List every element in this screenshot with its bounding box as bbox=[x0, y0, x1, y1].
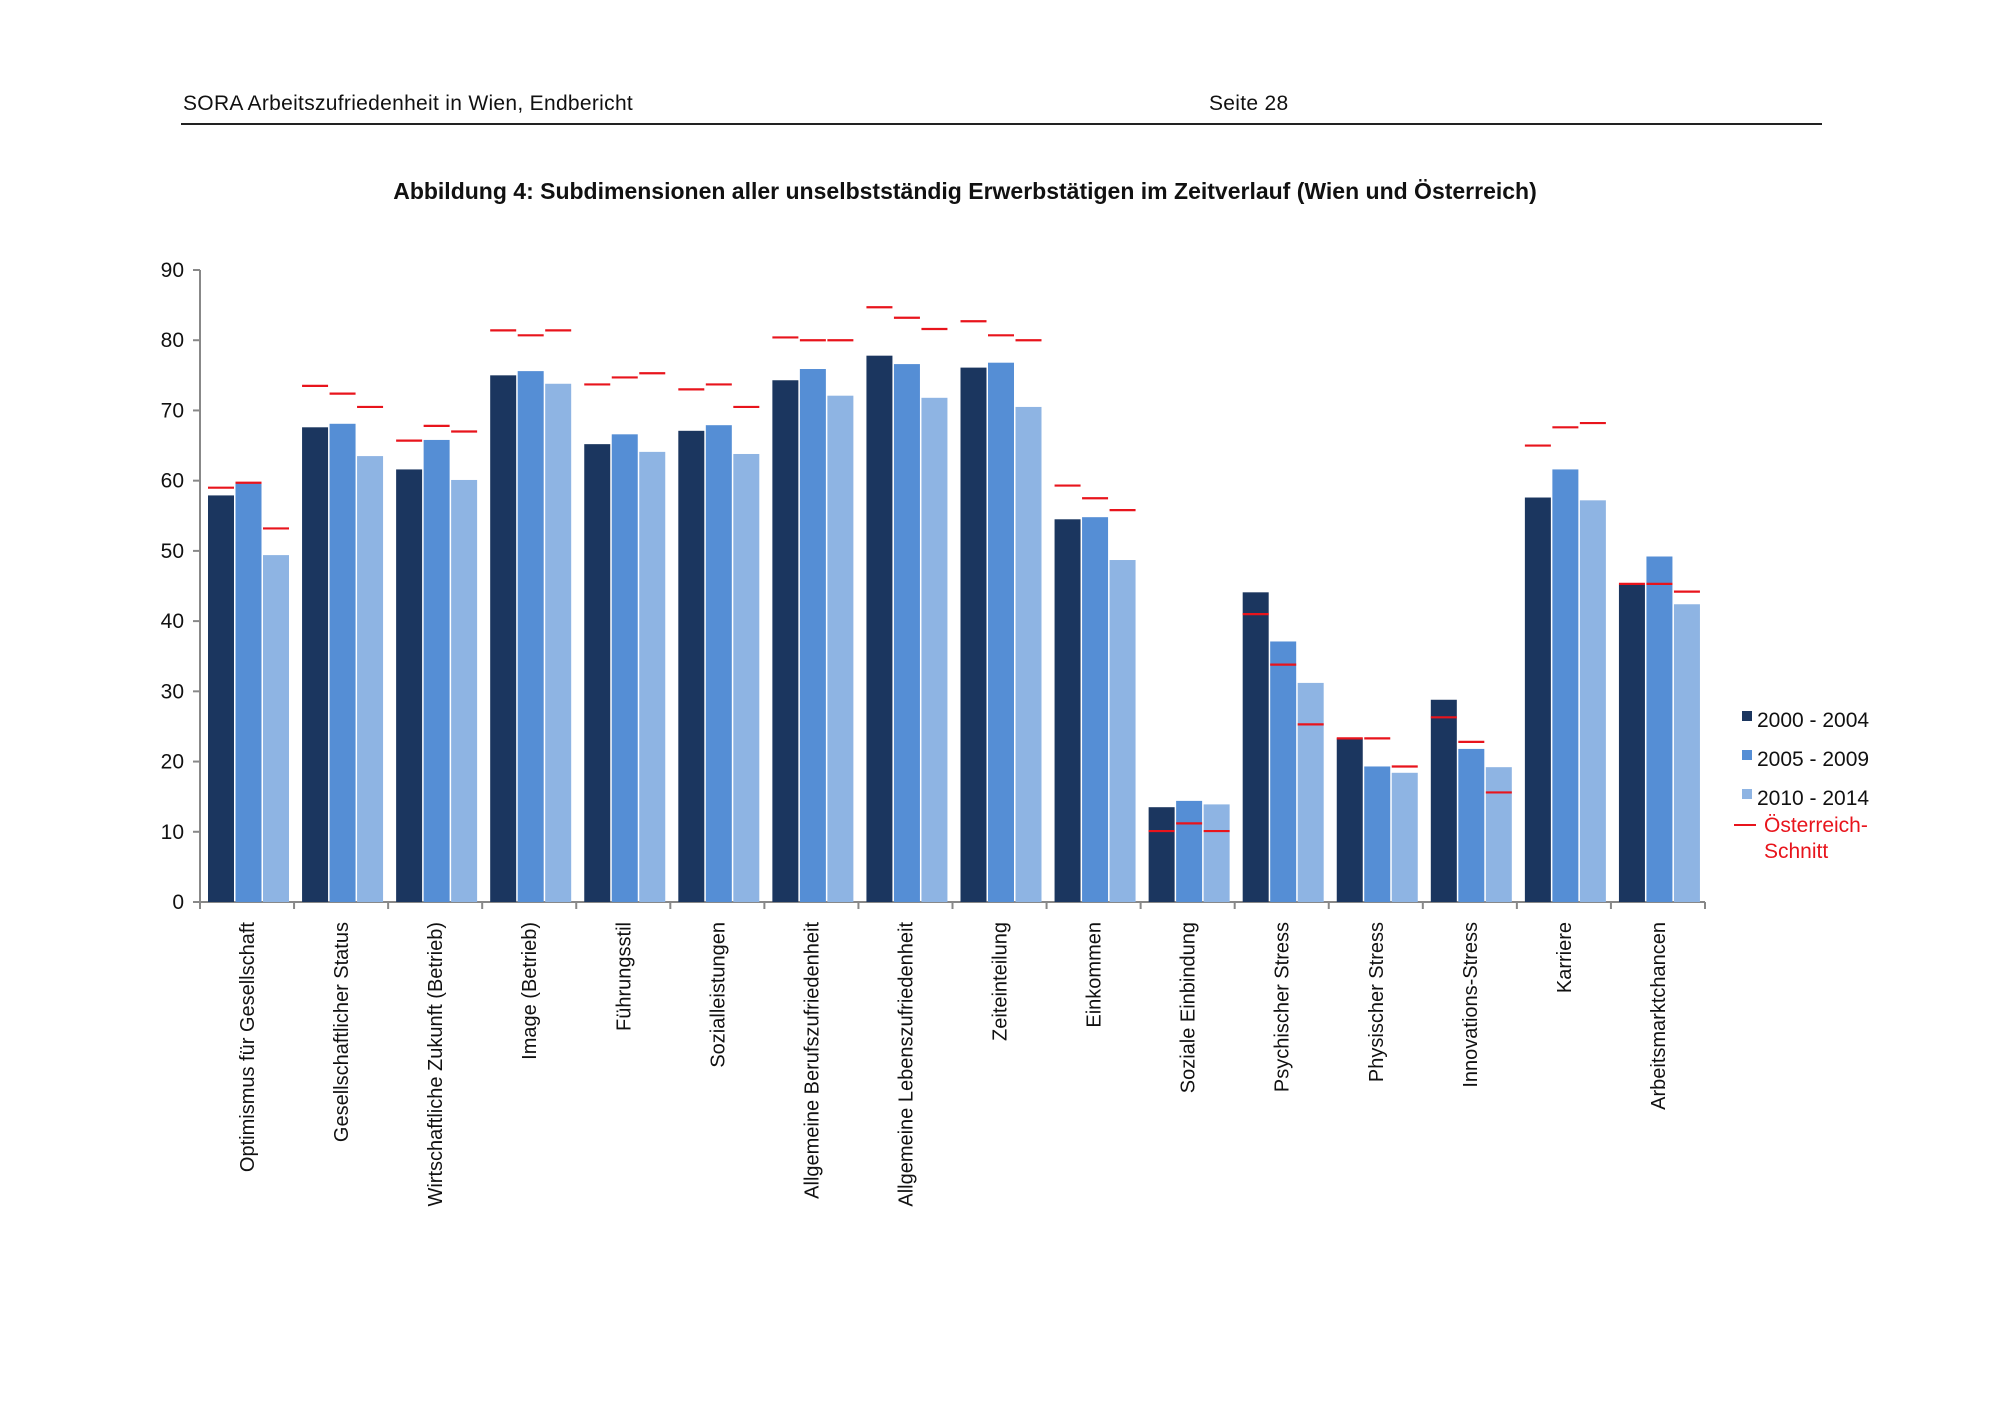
bar-2 bbox=[799, 369, 826, 903]
bar-2 bbox=[517, 371, 544, 902]
x-tick-label: Wirtschaftliche Zukunft (Betrieb) bbox=[425, 922, 447, 1207]
x-tick-label: Physischer Stress bbox=[1366, 922, 1388, 1082]
bar-2 bbox=[988, 362, 1014, 902]
bar-3 bbox=[1579, 500, 1606, 902]
y-tick-label: 70 bbox=[161, 399, 184, 422]
bar-3 bbox=[263, 555, 289, 902]
y-tick-label: 0 bbox=[172, 891, 184, 914]
bar-1 bbox=[1430, 699, 1457, 902]
x-tick-label: Psychischer Stress bbox=[1272, 922, 1294, 1092]
bar-3 bbox=[921, 397, 948, 902]
x-tick-label: Sozialleistungen bbox=[707, 922, 729, 1068]
bar-1 bbox=[1054, 519, 1081, 902]
bar-3 bbox=[1015, 406, 1042, 902]
legend-swatch bbox=[1742, 789, 1752, 799]
legend-label: 2005 - 2009 bbox=[1757, 748, 1869, 771]
bar-1 bbox=[772, 380, 799, 902]
x-tick-label: Allgemeine Berufszufriedenheit bbox=[801, 922, 823, 1199]
bar-1 bbox=[208, 495, 234, 902]
bar-1 bbox=[1148, 807, 1175, 902]
x-tick-label: Image (Betrieb) bbox=[519, 922, 541, 1060]
bar-3 bbox=[357, 456, 384, 902]
y-tick-label: 40 bbox=[161, 610, 184, 633]
bar-1 bbox=[490, 375, 517, 902]
header-rule bbox=[181, 123, 1822, 125]
chart-title: Abbildung 4: Subdimensionen aller unselb… bbox=[393, 178, 1537, 204]
x-tick-label: Zeiteinteilung bbox=[990, 922, 1012, 1041]
bar-3 bbox=[1203, 804, 1230, 902]
bar-3 bbox=[1109, 560, 1136, 902]
bar-2 bbox=[1458, 748, 1485, 902]
bar-2 bbox=[423, 439, 450, 902]
bar-2 bbox=[893, 364, 920, 902]
bar-2 bbox=[705, 425, 732, 902]
bar-1 bbox=[678, 430, 705, 902]
x-tick-label: Optimismus für Gesellschaft bbox=[237, 922, 259, 1173]
bar-2 bbox=[1646, 556, 1673, 902]
bar-3 bbox=[1673, 604, 1700, 902]
y-tick-label: 80 bbox=[161, 329, 184, 352]
y-tick-label: 90 bbox=[161, 259, 184, 282]
legend-reference-label: Österreich- bbox=[1764, 814, 1868, 837]
bar-3 bbox=[733, 453, 760, 902]
bar-3 bbox=[827, 395, 854, 902]
legend-reference-label-line2: Schnitt bbox=[1764, 840, 1828, 863]
x-tick-label: Gesellschaftlicher Status bbox=[331, 922, 353, 1142]
x-tick-label: Einkommen bbox=[1084, 922, 1106, 1028]
bar-1 bbox=[302, 427, 329, 902]
bar-2 bbox=[329, 423, 356, 902]
header-page-number: Seite 28 bbox=[1209, 92, 1289, 115]
bar-3 bbox=[1485, 767, 1512, 902]
x-tick-label: Führungsstil bbox=[613, 922, 635, 1031]
bar-1 bbox=[396, 469, 423, 902]
x-tick-label: Innovations-Stress bbox=[1460, 922, 1482, 1088]
bar-3 bbox=[1391, 772, 1418, 902]
y-tick-label: 60 bbox=[161, 470, 184, 493]
legend-swatch bbox=[1742, 711, 1752, 721]
bar-1 bbox=[866, 355, 893, 902]
y-tick-label: 50 bbox=[161, 540, 184, 563]
bar-3 bbox=[1297, 682, 1324, 902]
bar-1 bbox=[1618, 584, 1645, 902]
bar-2 bbox=[1552, 469, 1579, 902]
y-tick-label: 20 bbox=[161, 751, 184, 774]
y-tick-label: 30 bbox=[161, 680, 184, 703]
bar-3 bbox=[451, 479, 478, 902]
bar-3 bbox=[545, 383, 572, 902]
y-tick-label: 10 bbox=[161, 821, 184, 844]
bar-2 bbox=[1270, 641, 1297, 902]
bar-1 bbox=[1524, 497, 1551, 902]
bar-1 bbox=[584, 444, 611, 902]
bar-1 bbox=[1336, 738, 1363, 902]
bar-2 bbox=[1176, 800, 1203, 902]
bar-1 bbox=[960, 367, 987, 902]
bar-2 bbox=[1082, 517, 1109, 902]
x-tick-label: Arbeitsmarktchancen bbox=[1648, 922, 1670, 1110]
bar-2 bbox=[235, 482, 262, 902]
x-tick-label: Soziale Einbindung bbox=[1178, 922, 1200, 1093]
legend-swatch bbox=[1742, 750, 1752, 760]
x-tick-label: Karriere bbox=[1554, 922, 1576, 993]
header-document-title: SORA Arbeitszufriedenheit in Wien, Endbe… bbox=[183, 92, 634, 115]
x-tick-label: Allgemeine Lebenszufriedenheit bbox=[895, 922, 917, 1207]
bar-2 bbox=[611, 434, 638, 902]
bar-3 bbox=[639, 451, 666, 902]
bar-2 bbox=[1364, 766, 1391, 902]
bar-1 bbox=[1242, 592, 1269, 902]
legend-label: 2000 - 2004 bbox=[1757, 709, 1869, 732]
legend-label: 2010 - 2014 bbox=[1757, 787, 1869, 810]
